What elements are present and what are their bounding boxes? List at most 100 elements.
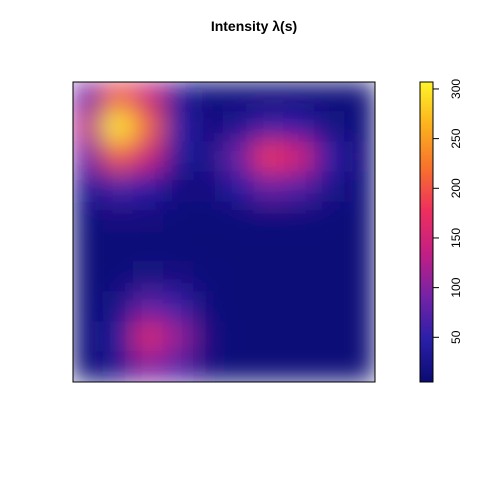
heat-cell [223, 231, 255, 263]
heat-cell [223, 261, 255, 293]
heat-cell [344, 291, 375, 323]
heat-cell [73, 291, 104, 323]
heat-cell [132, 111, 165, 143]
plot-border [72, 81, 376, 383]
heat-cell [344, 141, 375, 173]
heat-cell [253, 171, 285, 203]
heat-cell [102, 291, 134, 323]
heat-cell [193, 141, 225, 173]
heat-cell [102, 321, 134, 353]
heat-cell [344, 82, 375, 113]
heat-cell [73, 201, 104, 233]
heat-cell [193, 351, 225, 382]
heat-cell [163, 111, 195, 143]
heat-cell [132, 201, 165, 233]
heat-cell [253, 201, 285, 233]
heat-cell [163, 231, 195, 263]
heat-cell [193, 111, 225, 143]
heat-cell [314, 82, 346, 113]
heat-cell [132, 82, 165, 113]
heat-cell [102, 111, 134, 143]
heat-cell [253, 231, 285, 263]
heat-cell [132, 141, 165, 173]
heat-cell [283, 261, 316, 293]
heat-cell [253, 111, 285, 143]
colorbar-tick-label: 150 [449, 228, 463, 248]
heat-cell [314, 291, 346, 323]
heat-cell [223, 171, 255, 203]
heat-cell [193, 321, 225, 353]
heat-cell [283, 321, 316, 353]
heat-cell [314, 261, 346, 293]
heat-cell [102, 231, 134, 263]
colorbar-tick-label: 300 [449, 79, 463, 99]
heat-cell [132, 321, 165, 353]
heat-cell [344, 111, 375, 143]
heat-cell [73, 82, 104, 113]
heat-cell [102, 171, 134, 203]
colorbar-tick-label: 50 [449, 330, 463, 344]
heat-cell [314, 171, 346, 203]
heat-cell [132, 231, 165, 263]
heat-cell [314, 201, 346, 233]
heat-cell [253, 261, 285, 293]
heat-cell [73, 351, 104, 382]
heat-cell [73, 231, 104, 263]
heat-cell [132, 171, 165, 203]
heat-cell [102, 351, 134, 382]
heat-cell [193, 201, 225, 233]
heat-cell [344, 201, 375, 233]
heat-cell [132, 291, 165, 323]
heat-cell [223, 141, 255, 173]
heat-cell [223, 201, 255, 233]
heat-cell [253, 321, 285, 353]
heat-cell [163, 171, 195, 203]
heat-cell [73, 111, 104, 143]
chart-title: Intensity λ(s) [211, 18, 297, 34]
heat-cell [314, 141, 346, 173]
heat-cell [132, 351, 165, 382]
heat-cell [163, 291, 195, 323]
heat-cell [102, 261, 134, 293]
heat-cell [253, 82, 285, 113]
heat-cell [73, 321, 104, 353]
heat-cell [132, 261, 165, 293]
heat-cell [163, 351, 195, 382]
heat-cell [344, 171, 375, 203]
heat-cell [223, 291, 255, 323]
plot-area [73, 82, 375, 382]
heat-cell [314, 231, 346, 263]
heat-cell [253, 351, 285, 382]
heat-cell [283, 141, 316, 173]
heat-cell [283, 111, 316, 143]
heat-cell [314, 111, 346, 143]
heat-cell [102, 82, 134, 113]
heat-cell [253, 141, 285, 173]
heat-cell [344, 321, 375, 353]
heat-cell [283, 171, 316, 203]
heat-cell [163, 82, 195, 113]
heat-cell [193, 291, 225, 323]
heat-cell [344, 351, 375, 382]
heat-cell [223, 351, 255, 382]
colorbar-tick-label: 100 [449, 277, 463, 297]
heat-cell [283, 351, 316, 382]
heat-cell [163, 201, 195, 233]
heatmap-cells [73, 82, 375, 382]
heat-cell [314, 321, 346, 353]
heat-cell [163, 321, 195, 353]
heat-cell [163, 141, 195, 173]
heat-cell [253, 291, 285, 323]
heat-cell [283, 291, 316, 323]
colorbar [419, 81, 434, 383]
heat-cell [283, 201, 316, 233]
heat-cell [283, 231, 316, 263]
heat-cell [193, 171, 225, 203]
heat-cell [73, 171, 104, 203]
heat-cell [73, 261, 104, 293]
heat-cell [102, 201, 134, 233]
heat-cell [163, 261, 195, 293]
heat-cell [102, 141, 134, 173]
heat-cell [193, 231, 225, 263]
